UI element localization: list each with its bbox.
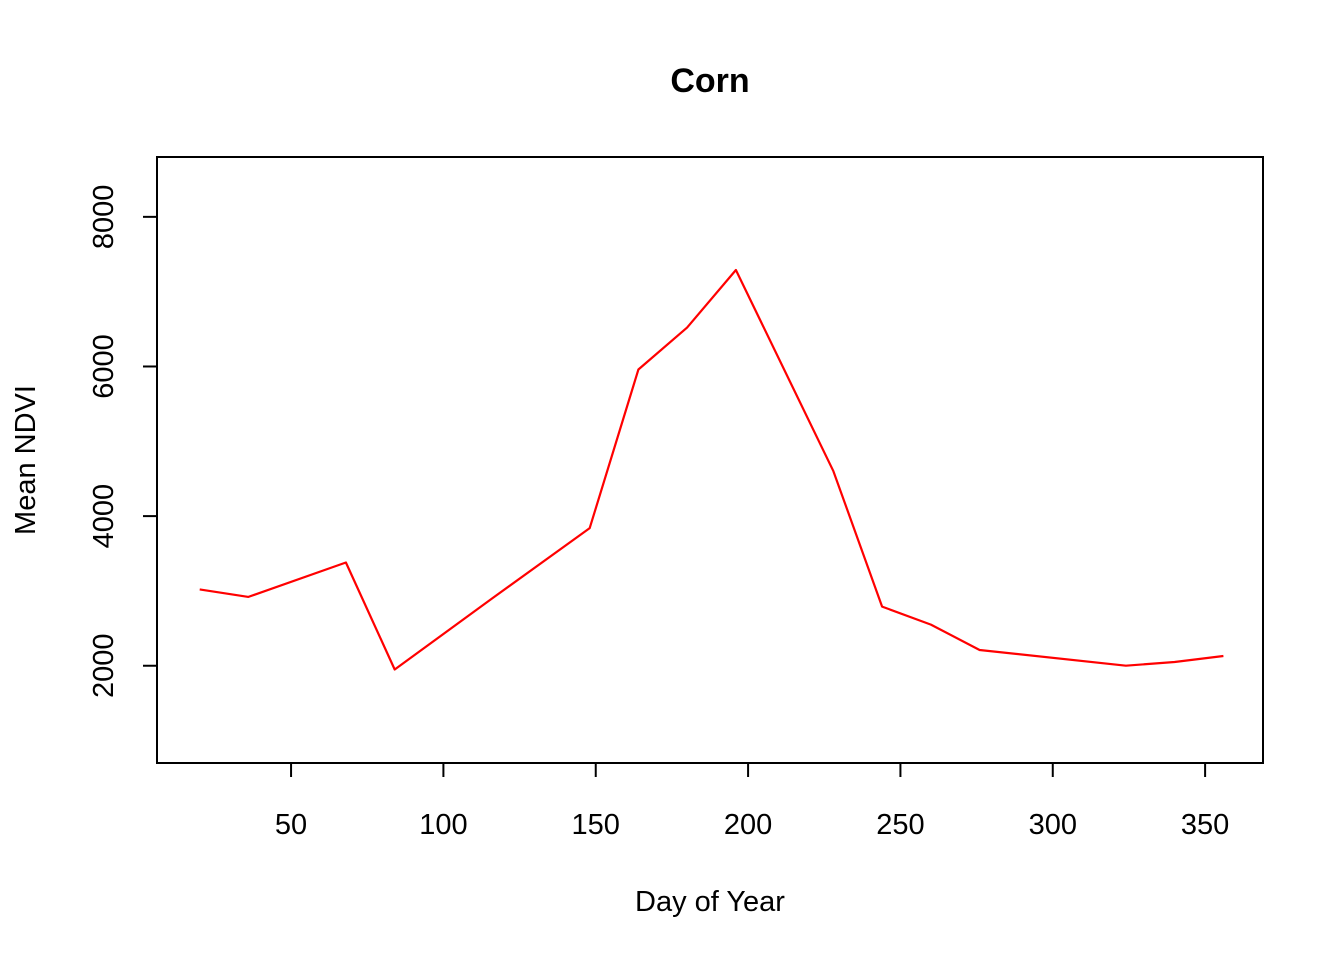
x-tick-label-100: 100 (419, 809, 467, 841)
y-axis-label: Mean NDVI (10, 385, 42, 535)
plot-frame (156, 156, 1264, 764)
y-tick-label-8000: 8000 (88, 185, 120, 250)
series-layer (199, 268, 1224, 671)
x-tick-label-150: 150 (572, 809, 620, 841)
x-axis-label: Day of Year (635, 886, 785, 918)
x-axis: 50 100 150 200 250 300 350 (275, 763, 1229, 841)
x-tick-label-200: 200 (724, 809, 772, 841)
series-line-1 (199, 268, 1224, 671)
x-tick-label-250: 250 (876, 809, 924, 841)
x-tick-label-350: 350 (1181, 809, 1229, 841)
x-tick-label-50: 50 (275, 809, 307, 841)
y-tick-label-6000: 6000 (88, 334, 120, 399)
y-tick-label-4000: 4000 (88, 484, 120, 549)
x-tick-label-300: 300 (1029, 809, 1077, 841)
chart-title: Corn (670, 62, 749, 100)
y-axis: 2000 4000 6000 8000 (88, 185, 157, 698)
y-tick-label-2000: 2000 (88, 633, 120, 698)
